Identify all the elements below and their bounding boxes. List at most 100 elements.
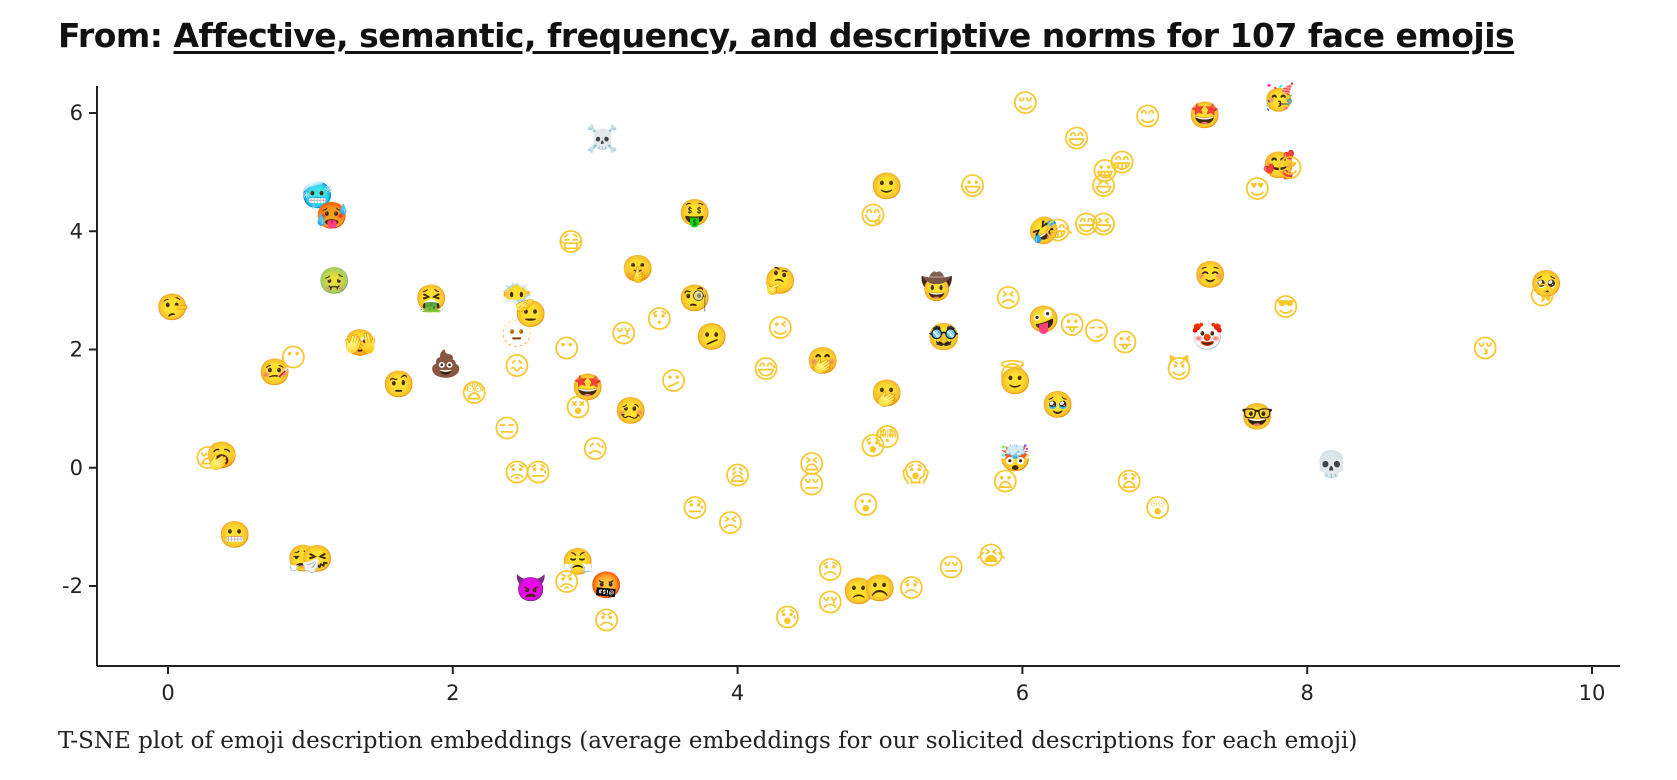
x-tick-label: 4 (731, 681, 744, 705)
emoji-point: 🥱 (206, 441, 238, 471)
emoji-point: 🤡 (1191, 322, 1223, 353)
emoji-point: 😮‍💨 (287, 543, 319, 574)
emoji-point: 😉 (767, 314, 794, 344)
emoji-point: 😭 (976, 541, 1006, 571)
x-tick-label: 0 (161, 681, 174, 705)
y-tick-label: 2 (70, 338, 83, 362)
emoji-point: 😰 (774, 604, 801, 634)
emoji-point: 😊 (1134, 103, 1161, 133)
emoji-point: 😀 (1091, 157, 1118, 187)
emoji-point: 🤮 (415, 284, 447, 314)
emoji-point: 🤬 (590, 571, 622, 601)
y-tick-label: 6 (70, 101, 83, 125)
emoji-point: 😃 (959, 172, 986, 202)
emoji-point: 🙂 (999, 367, 1031, 397)
emoji-point: 😥 (582, 435, 609, 465)
emoji-point: 🤑 (679, 199, 711, 229)
emoji-point: 😏 (1083, 317, 1110, 347)
emoji-point: 😢 (817, 589, 844, 619)
emoji-point: 🤒 (259, 358, 291, 388)
emoji-point: ☠️ (586, 124, 618, 155)
emoji-point: 😚 (1472, 335, 1499, 365)
emoji-point: 😳 (874, 423, 901, 453)
emoji-point: 🤥 (156, 293, 188, 323)
emoji-point: 😞 (817, 556, 844, 586)
emoji-point: 😨 (461, 379, 488, 409)
emoji-point: 🥴 (615, 397, 647, 427)
article-header: From: Affective, semantic, frequency, an… (58, 16, 1515, 55)
emoji-point: 🤯 (999, 443, 1031, 474)
emoji-point: 🤠 (921, 270, 953, 302)
emoji-point: 🥺 (1530, 269, 1562, 299)
emoji-point: 🥵 (316, 201, 348, 231)
emoji-point: 😇 (999, 360, 1026, 391)
emoji-point: 😆 (1090, 172, 1117, 202)
emoji-point: 😂 (1043, 216, 1073, 246)
emoji-point: 😍 (1277, 154, 1304, 184)
emoji-point: 😋 (859, 201, 886, 231)
emoji-point: 😘 (1529, 281, 1556, 311)
emoji-point: 😄 (1063, 125, 1090, 155)
emoji-point: 💩 (429, 348, 461, 379)
emoji-point: 🤓 (1241, 402, 1273, 432)
emoji-point: 😑 (493, 414, 520, 444)
emoji-point: 🧐 (679, 284, 711, 314)
article-title-link[interactable]: Affective, semantic, frequency, and desc… (173, 16, 1515, 55)
emoji-point: 😦 (992, 468, 1019, 498)
emoji-point: 🤧 (301, 544, 333, 574)
emoji-point: 🫡 (515, 298, 547, 329)
chart-axes: 0 2 4 6 8 10 -2 0 2 4 6 (62, 86, 1620, 705)
emoji-point: 🤭 (807, 346, 839, 376)
emoji-point: 😣 (995, 284, 1022, 314)
emoji-point: 🤩 (1188, 101, 1220, 131)
emoji-point: 😛 (1059, 311, 1086, 341)
emoji-point: 🥹 (1042, 391, 1074, 421)
emoji-point: 😕 (660, 367, 687, 397)
emoji-point: 🤢 (318, 267, 350, 297)
emoji-point: 😡 (553, 568, 580, 598)
emoji-point: 😶 (553, 335, 580, 365)
emoji-point: 😔 (798, 470, 825, 500)
x-tick-label: 6 (1016, 681, 1029, 705)
emoji-point: 🤫 (622, 255, 654, 285)
header-prefix: From: (58, 16, 163, 55)
emoji-point: 😁 (1109, 148, 1136, 178)
emoji-point: 😣 (717, 509, 744, 539)
emoji-point: 😶 (280, 343, 307, 373)
emoji-point: 😢 (610, 320, 637, 350)
emoji-point: 🫤 (696, 323, 728, 353)
emoji-point: 🤪 (1028, 305, 1060, 335)
emoji-point: 😯 (646, 305, 673, 335)
emoji-point: 😰 (859, 432, 886, 462)
emoji-point: 😔 (938, 553, 965, 583)
y-tick-label: 4 (70, 219, 83, 243)
emoji-point: 😌 (1012, 89, 1039, 119)
emoji-point: 😎 (1272, 293, 1299, 323)
emoji-point: 😮 (852, 491, 879, 521)
emoji-point: 😓 (681, 494, 708, 524)
emoji-point: 😷 (557, 228, 584, 258)
emoji-point: 😤 (562, 547, 594, 577)
emoji-point: 😲 (1144, 494, 1171, 524)
emoji-point: 🙁 (842, 577, 874, 607)
emoji-point: 😜 (1111, 329, 1138, 359)
emoji-point: 😅 (1073, 210, 1100, 240)
y-tick-label: -2 (62, 574, 83, 598)
emoji-point: 😆 (1090, 210, 1117, 240)
chart-points: ☠️😌 😊 🤩🥳😄😀😁😆🥰😍😍🥶🥵 🤑🙂😋😃🤣😂 😅😆🤢😷🤫 🤔 🤠 ☺️ 🥺😘🤥 🤮 😶‍🌫️🫡 🧐… (156, 81, 1563, 636)
emoji-point: 😵 (565, 394, 592, 424)
emoji-point: 😅 (753, 355, 780, 385)
emoji-point: 😩 (724, 462, 751, 492)
emoji-point: ☹️ (864, 574, 896, 604)
emoji-point: 🫥 (501, 320, 533, 350)
emoji-point: 🤔 (764, 267, 796, 297)
emoji-point: 😍 (1244, 175, 1271, 205)
emoji-point: 😶‍🌫️ (501, 279, 533, 311)
emoji-point: ☺️ (1194, 261, 1226, 291)
emoji-point: 🤣 (1027, 215, 1060, 247)
emoji-point: 😬 (219, 521, 251, 551)
emoji-point: 🫣 (344, 329, 376, 359)
emoji-point: 🙂 (871, 172, 903, 202)
x-tick-label: 10 (1579, 681, 1606, 705)
